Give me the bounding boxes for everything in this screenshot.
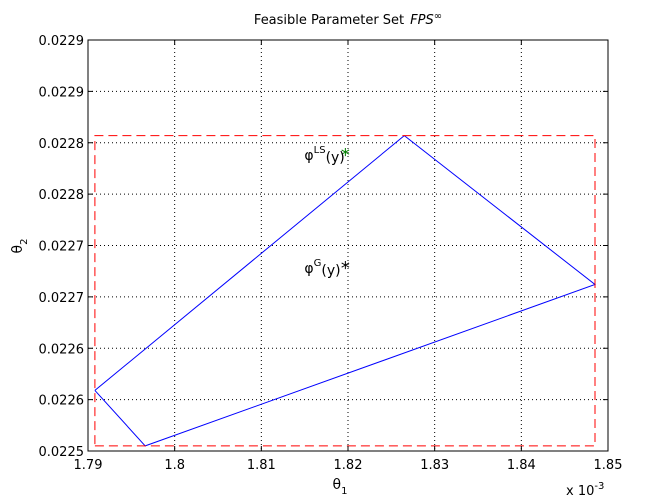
x-tick-label: 1.82 <box>334 458 363 473</box>
chart-title-math: FPS <box>410 13 434 28</box>
point-label: φLS(y) <box>304 145 344 166</box>
point-label-symbol: φ <box>304 148 313 164</box>
chart-title: Feasible Parameter Set FPS∞ <box>254 11 442 28</box>
y-tick-label: 0.0227 <box>39 291 85 306</box>
y-tick-label: 0.0228 <box>39 137 85 152</box>
y-axis-label-sub: 2 <box>19 239 30 245</box>
point-label-symbol: φ <box>304 261 313 277</box>
point-label-sup: G <box>314 258 322 269</box>
point-marker: * <box>341 145 350 166</box>
x-axis-multiplier-exp: -3 <box>594 481 604 492</box>
x-tick-label: 1.8 <box>164 458 185 473</box>
x-tick-label: 1.81 <box>247 458 276 473</box>
y-axis-label: θ2 <box>10 239 30 254</box>
x-tick-label: 1.83 <box>420 458 449 473</box>
y-tick-label: 0.0229 <box>39 34 85 49</box>
chart-title-sup: ∞ <box>434 11 442 22</box>
x-axis-label-text: θ <box>333 477 342 493</box>
point-label-arg: (y) <box>321 263 340 279</box>
y-tick-label: 0.0226 <box>39 342 85 357</box>
y-tick-label: 0.0228 <box>39 188 85 203</box>
point-label: φG(y) <box>304 258 340 279</box>
x-tick-label: 1.85 <box>594 458 623 473</box>
x-tick-label: 1.79 <box>74 458 103 473</box>
grid <box>88 40 608 451</box>
y-tick-label: 0.0227 <box>39 240 85 255</box>
point-label-arg: (y) <box>326 150 345 166</box>
x-tick-label: 1.84 <box>507 458 536 473</box>
y-tick-label: 0.0229 <box>39 85 85 100</box>
point-label-sup: LS <box>314 145 326 156</box>
point-marker: * <box>341 258 350 279</box>
series-layer <box>94 134 597 447</box>
point-ls: *φLS(y) <box>304 145 350 166</box>
x-axis-label-sub: 1 <box>341 486 347 497</box>
point-g: *φG(y) <box>304 258 350 279</box>
x-axis-label: θ1 <box>333 477 348 497</box>
x-axis-multiplier: x 10-3 <box>566 481 604 499</box>
ticks: 1.79 1.8 1.81 1.82 1.83 1.84 1.85 0.0225 0.0226 0… <box>39 34 623 473</box>
chart-title-text: Feasible Parameter Set <box>254 13 404 28</box>
y-tick-label: 0.0225 <box>39 445 85 460</box>
x-axis-multiplier-text: x 10 <box>566 484 594 499</box>
y-tick-label: 0.0226 <box>39 394 85 409</box>
y-axis-label-text: θ <box>10 245 26 254</box>
points-layer: *φLS(y)*φG(y) <box>304 145 350 279</box>
